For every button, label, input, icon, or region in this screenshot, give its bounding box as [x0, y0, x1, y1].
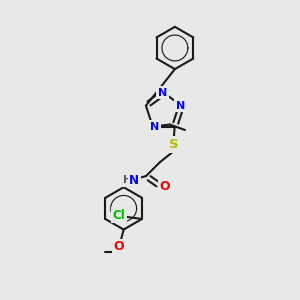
Text: N: N	[158, 88, 167, 98]
Text: N: N	[176, 101, 185, 111]
Text: N: N	[129, 173, 139, 187]
Text: Cl: Cl	[112, 209, 125, 222]
Text: O: O	[159, 180, 170, 193]
Text: H: H	[122, 175, 131, 185]
Text: O: O	[114, 241, 124, 254]
Text: S: S	[169, 138, 178, 151]
Text: N: N	[150, 122, 159, 131]
